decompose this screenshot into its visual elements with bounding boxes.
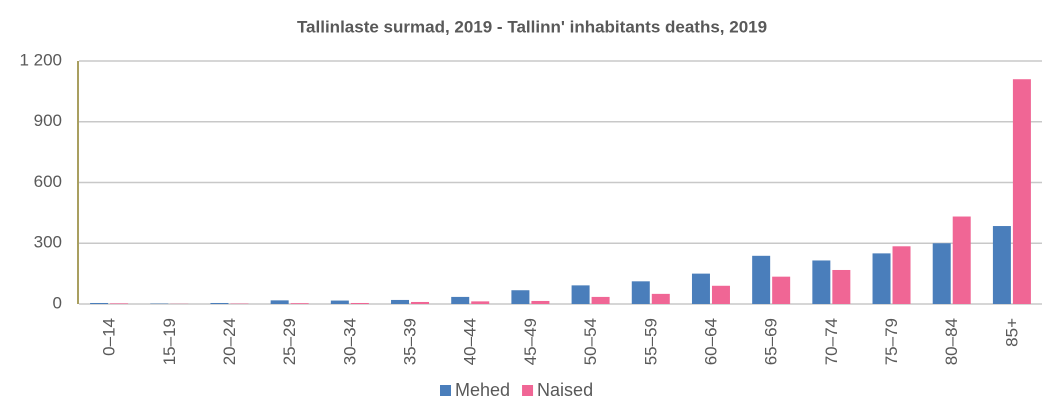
y-tick-label: 1 200 (19, 50, 62, 69)
x-tick-label: 60–64 (701, 318, 720, 365)
y-tick-label: 0 (53, 293, 62, 312)
bar (210, 302, 229, 304)
x-tick-label: 55–59 (641, 318, 660, 365)
x-tick-label: 50–54 (581, 318, 600, 365)
x-tick-label: 40–44 (461, 318, 480, 365)
bar (932, 243, 951, 304)
x-tick-label: 25–29 (280, 318, 299, 365)
bar (772, 276, 791, 304)
bar (411, 301, 430, 304)
bar (1012, 79, 1031, 304)
bar (992, 226, 1011, 304)
legend-label: Mehed (455, 380, 510, 400)
y-tick-label: 600 (34, 172, 62, 191)
bar (591, 296, 610, 304)
bar (892, 246, 911, 304)
bar (451, 296, 470, 304)
legend-label: Naised (537, 380, 593, 400)
bar (531, 300, 550, 304)
bar (752, 255, 771, 304)
x-tick-label: 85+ (1002, 318, 1021, 347)
x-tick-label: 70–74 (822, 318, 841, 365)
bar (290, 303, 309, 304)
y-tick-label: 900 (34, 111, 62, 130)
x-tick-label: 30–34 (340, 318, 359, 365)
bar (571, 285, 590, 304)
x-tick-label: 45–49 (521, 318, 540, 365)
x-tick-label: 0–14 (100, 318, 119, 356)
bar (110, 303, 129, 304)
bar (952, 216, 971, 304)
bar (812, 260, 831, 304)
bar (330, 300, 349, 304)
bar (832, 269, 851, 304)
bar (90, 302, 109, 304)
bar (350, 302, 369, 304)
bar (631, 281, 650, 304)
legend-swatch (440, 385, 451, 396)
bar (511, 290, 530, 304)
legend-swatch (522, 385, 534, 396)
x-tick-label: 75–79 (882, 318, 901, 365)
bar (270, 300, 289, 304)
bar (471, 301, 490, 304)
x-tick-label: 35–39 (401, 318, 420, 365)
bar (651, 293, 670, 304)
x-tick-label: 15–19 (160, 318, 179, 365)
bar (872, 253, 891, 304)
x-tick-label: 80–84 (942, 318, 961, 365)
bar (391, 299, 410, 304)
bar (711, 285, 730, 304)
bar (691, 273, 710, 304)
x-tick-label: 65–69 (762, 318, 781, 365)
x-tick-label: 20–24 (220, 318, 239, 365)
y-tick-label: 300 (34, 233, 62, 252)
chart-title: Tallinlaste surmad, 2019 - Tallinn' inha… (297, 17, 767, 36)
